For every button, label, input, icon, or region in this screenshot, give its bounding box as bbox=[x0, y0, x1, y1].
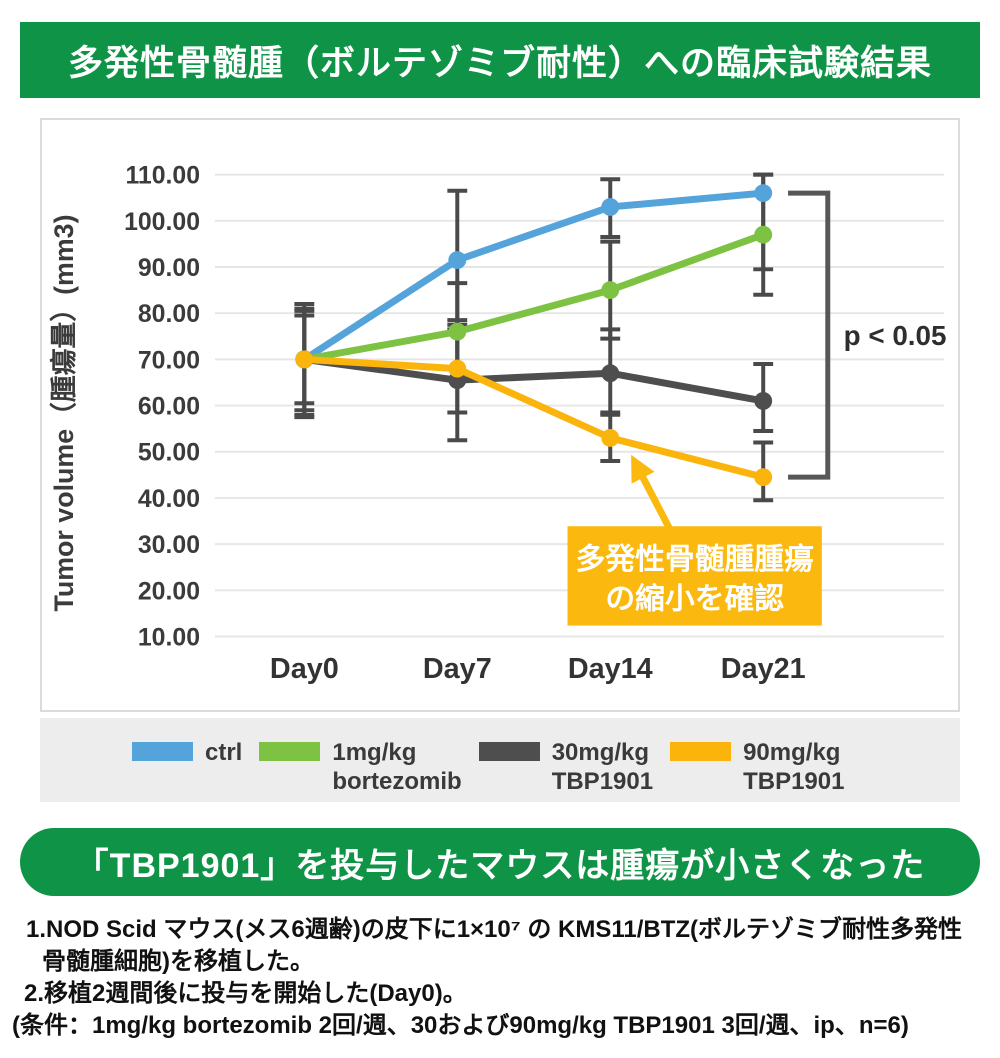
legend-item-2: 1mg/kg bortezomib bbox=[259, 738, 462, 796]
footnote-line-3: 2.移植2週間後に投与を開始した(Day0)。 bbox=[24, 980, 467, 1007]
title-banner: 多発性骨髄腫（ボルテゾミブ耐性）への臨床試験結果 bbox=[20, 22, 980, 98]
legend-label: ctrl bbox=[205, 739, 243, 766]
tumor-volume-chart: 10.00 20.00 30.00 40.00 50.00 60.00 70.00 80.00… bbox=[48, 163, 947, 686]
conclusion-text: 「TBP1901」を投与したマウスは腫瘍が小さくなった bbox=[74, 846, 926, 885]
footnotes: 1.NOD Scid マウス(メス6週齢)の皮下に1×10⁷ の KMS11/B… bbox=[12, 914, 988, 1042]
legend-swatch bbox=[259, 742, 321, 761]
svg-text:Day14: Day14 bbox=[568, 653, 653, 685]
svg-text:20.00: 20.00 bbox=[138, 578, 200, 605]
x-tick-labels: Day0 Day7 Day14 Day21 bbox=[270, 653, 806, 685]
svg-text:70.00: 70.00 bbox=[138, 347, 200, 374]
legend-swatch bbox=[478, 742, 540, 761]
y-tick-labels: 10.00 20.00 30.00 40.00 50.00 60.00 70.00 80.00… bbox=[124, 163, 200, 652]
title-text: 多発性骨髄腫（ボルテゾミブ耐性）への臨床試験結果 bbox=[67, 43, 932, 83]
legend-label: 30mg/kg TBP1901 bbox=[551, 739, 654, 795]
svg-text:10.00: 10.00 bbox=[138, 624, 200, 651]
svg-text:Day7: Day7 bbox=[423, 653, 492, 685]
svg-text:80.00: 80.00 bbox=[138, 301, 200, 328]
footnote-line-2: 骨髄腫細胞)を移植した。 bbox=[42, 948, 314, 975]
y-axis-title: Tumor volume（腫瘍量）(mm3) bbox=[48, 214, 79, 611]
legend: ctrl 1mg/kg bortezomib 30mg/kg TBP1901 90mg/k… bbox=[40, 718, 960, 802]
legend-swatch bbox=[670, 742, 732, 761]
svg-text:多発性骨髄腫腫瘍: 多発性骨髄腫腫瘍 bbox=[576, 543, 814, 576]
callout-arrow bbox=[631, 454, 673, 531]
svg-text:50.00: 50.00 bbox=[138, 440, 200, 467]
conclusion-banner: 「TBP1901」を投与したマウスは腫瘍が小さくなった bbox=[20, 828, 980, 896]
legend-item-3: 30mg/kg TBP1901 bbox=[478, 738, 654, 796]
svg-text:90.00: 90.00 bbox=[138, 255, 200, 282]
series-ctrl bbox=[295, 184, 773, 369]
svg-text:60.00: 60.00 bbox=[138, 394, 200, 421]
svg-text:100.00: 100.00 bbox=[124, 209, 200, 236]
footnote-line-4: (条件：1mg/kg bortezomib 2回/週、30および90mg/kg … bbox=[12, 1012, 909, 1039]
series-90mg-kg-tbp1901 bbox=[295, 350, 773, 487]
legend-item-4: 90mg/kg TBP1901 bbox=[670, 738, 844, 796]
svg-text:110.00: 110.00 bbox=[125, 163, 200, 190]
series-1mg-kg-bortezomib bbox=[295, 225, 773, 369]
svg-text:の縮小を確認: の縮小を確認 bbox=[605, 582, 784, 616]
legend-label: 1mg/kg bortezomib bbox=[332, 739, 462, 795]
legend-item-1: ctrl bbox=[132, 738, 242, 767]
footnote-line-1: 1.NOD Scid マウス(メス6週齢)の皮下に1×10⁷ の KMS11/B… bbox=[26, 916, 963, 943]
p-value-label: p < 0.05 bbox=[844, 320, 947, 351]
legend-swatch bbox=[132, 742, 193, 761]
legend-label: 90mg/kg TBP1901 bbox=[743, 739, 845, 795]
svg-text:Day0: Day0 bbox=[270, 653, 339, 685]
significance-bracket bbox=[788, 190, 831, 480]
chart-panel: 10.00 20.00 30.00 40.00 50.00 60.00 70.00 80.00… bbox=[40, 118, 960, 712]
svg-text:Day21: Day21 bbox=[721, 653, 806, 685]
svg-text:30.00: 30.00 bbox=[138, 532, 200, 559]
svg-text:40.00: 40.00 bbox=[138, 486, 200, 513]
